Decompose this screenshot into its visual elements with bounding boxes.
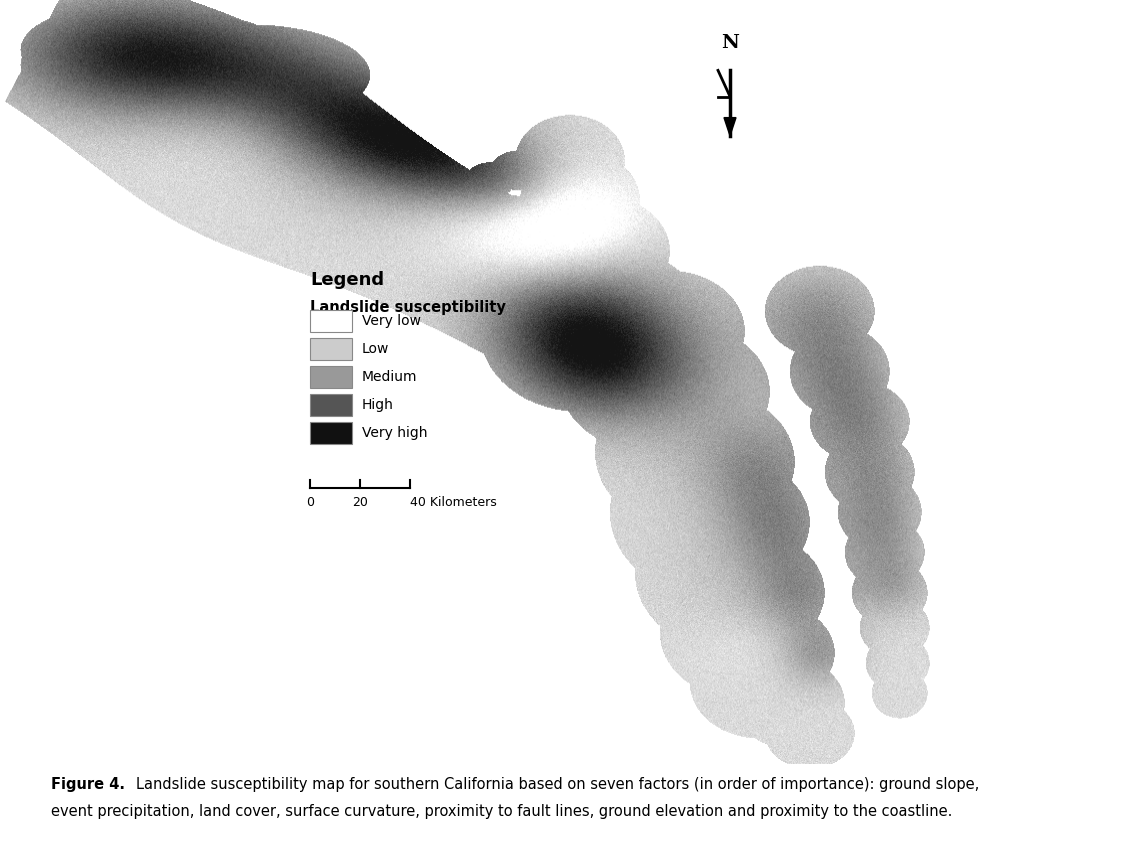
Bar [310,338,352,360]
Bar [310,422,352,444]
Bar [310,366,352,388]
Text: N: N [721,34,739,53]
Text: Medium: Medium [362,370,417,384]
Bar [310,310,352,332]
Text: event precipitation, land cover, surface curvature, proximity to fault lines, gr: event precipitation, land cover, surface… [51,804,953,819]
Text: Very high: Very high [362,426,428,441]
Text: Legend: Legend [310,272,384,290]
Polygon shape [723,118,736,136]
Text: High: High [362,398,393,412]
Text: Very low: Very low [362,314,421,328]
Text: Landslide susceptibility: Landslide susceptibility [310,300,506,315]
Text: Figure 4.: Figure 4. [51,777,125,792]
Text: 20: 20 [352,496,367,509]
Bar [310,394,352,416]
Text: Low: Low [362,342,389,356]
Text: Landslide susceptibility map for southern California based on seven factors (in : Landslide susceptibility map for souther… [136,777,980,792]
Text: 40 Kilometers: 40 Kilometers [411,496,497,509]
Text: 0: 0 [306,496,314,509]
